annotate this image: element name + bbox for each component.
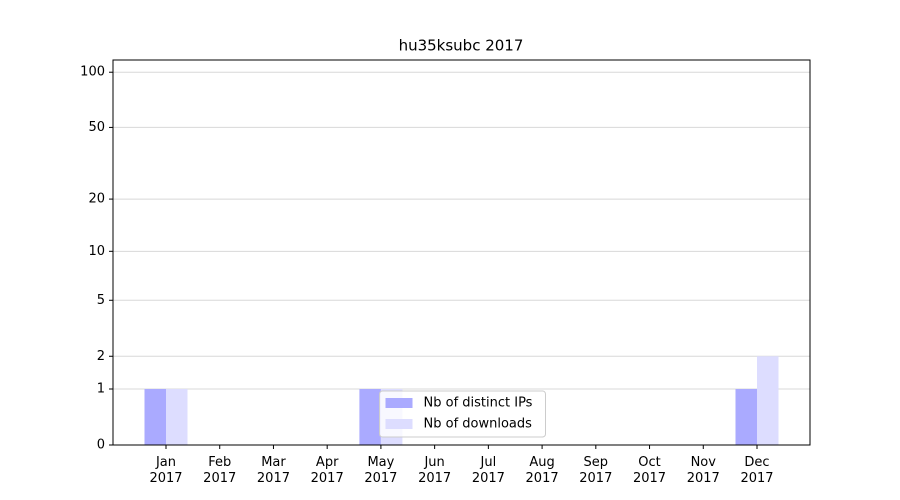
y-tick-label: 20 [88,192,105,207]
x-tick-label: Jan 2017 [149,455,182,486]
plot-frame [112,59,811,446]
bar [359,389,381,445]
legend-swatch [385,398,413,408]
x-tick-label: Apr 2017 [311,455,344,486]
x-tick-label: Jul 2017 [472,455,505,486]
chart-title: hu35ksubc 2017 [399,37,524,55]
x-tick-label: Mar 2017 [257,455,290,486]
x-tick-label: Aug 2017 [526,455,559,486]
y-tick-label: 10 [88,244,105,259]
y-tick-label: 1 [97,382,105,397]
y-tick-label: 50 [88,120,105,135]
x-tick-label: Dec 2017 [740,455,773,486]
x-tick-label: Oct 2017 [633,455,666,486]
x-tick-label: Sep 2017 [579,455,612,486]
bar [166,389,188,445]
y-tick-label: 2 [97,349,105,364]
bar [735,389,757,445]
x-tick-label: Feb 2017 [203,455,236,486]
y-tick-label: 5 [97,293,105,308]
legend-label: Nb of downloads [424,417,533,432]
legend: Nb of distinct IPs Nb of downloads [379,390,546,438]
x-tick-label: Nov 2017 [687,455,720,486]
legend-box [379,390,546,438]
y-tick-label: 100 [80,65,105,80]
y-tick-label: 0 [97,438,105,453]
x-tick-label: May 2017 [364,455,397,486]
legend-swatch [385,419,413,429]
bar [144,389,166,445]
bar [757,356,779,445]
legend-label: Nb of distinct IPs [424,396,533,411]
x-tick-label: Jun 2017 [418,455,451,486]
